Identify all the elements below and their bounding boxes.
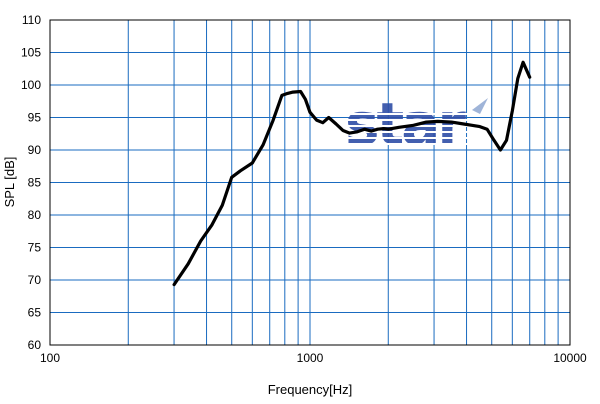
y-tick-label: 105 <box>21 46 41 60</box>
star-logo-watermark: star <box>340 90 488 158</box>
x-tick-label: 10000 <box>553 351 587 365</box>
x-tick-labels: 100 1000 10000 <box>40 351 587 365</box>
y-tick-label: 80 <box>28 208 42 222</box>
series-group <box>172 60 532 287</box>
y-tick-label: 85 <box>28 176 42 190</box>
y-tick-labels: 60 65 70 75 80 85 90 95 100 105 110 <box>21 13 41 352</box>
grid-lines <box>50 20 570 345</box>
y-tick-label: 60 <box>28 338 42 352</box>
y-tick-label: 65 <box>28 306 42 320</box>
y-axis-label: SPL [dB] <box>2 157 17 208</box>
y-tick-label: 95 <box>28 111 42 125</box>
y-tick-label: 100 <box>21 78 41 92</box>
series-line-0 <box>172 60 532 287</box>
x-axis-label: Frequency[Hz] <box>268 382 353 397</box>
y-tick-label: 75 <box>28 241 42 255</box>
x-tick-label: 1000 <box>297 351 324 365</box>
watermark-text: star <box>345 90 466 158</box>
y-tick-label: 90 <box>28 143 42 157</box>
watermark-star-mark <box>472 98 488 114</box>
y-tick-label: 70 <box>28 273 42 287</box>
plot-frame <box>49 19 571 346</box>
y-tick-label: 110 <box>22 13 41 27</box>
x-tick-label: 100 <box>40 351 60 365</box>
